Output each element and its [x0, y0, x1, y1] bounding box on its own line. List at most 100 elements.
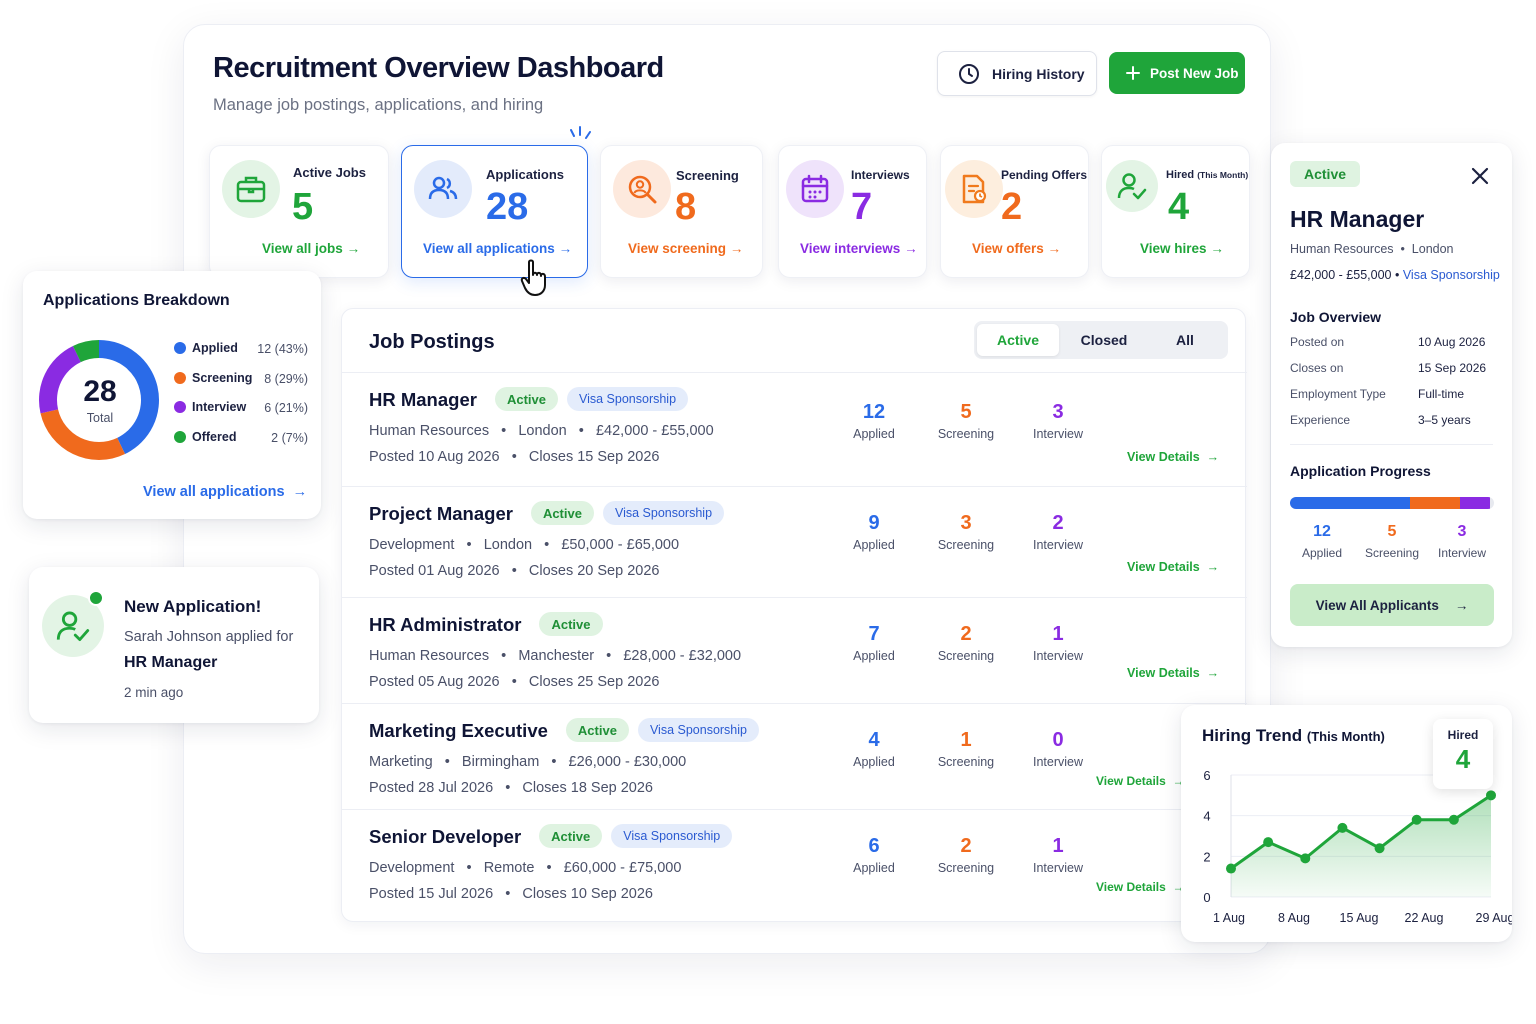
field-label: Employment Type [1290, 387, 1386, 401]
stat-card-applications[interactable]: Applications 28 View all applications → [401, 126, 591, 296]
hand-pointer-icon [520, 259, 546, 296]
job-title[interactable]: HR Manager [369, 389, 477, 410]
tab-closed[interactable]: Closed [1080, 332, 1128, 348]
job-title[interactable]: HR Administrator [369, 614, 522, 635]
view-hires-link[interactable]: View hires → [1140, 241, 1224, 256]
view-details-link[interactable]: View Details → [1127, 666, 1220, 680]
trend-point [1486, 790, 1496, 801]
stat-card-hired[interactable]: Hired (This Month) 4 View hires → [1101, 145, 1250, 278]
breakdown-donut [39, 340, 160, 460]
user-check-icon [1106, 160, 1158, 212]
screening-count: 2 Screening [921, 623, 1011, 663]
arrow-right-icon: → [1199, 450, 1220, 464]
post-new-job-button[interactable]: Post New Job [1109, 52, 1245, 94]
interview-count: 2 Interview [1013, 512, 1103, 552]
search-user-icon [613, 160, 671, 218]
hiring-trend-card: Hiring Trend (This Month) 0 2 4 6 1 Aug 8 Aug… [1181, 705, 1512, 942]
detail-title: HR Manager [1290, 206, 1425, 232]
status-badge: Active [539, 612, 603, 636]
job-row[interactable]: Marketing Executive Active Visa Sponsorshi… [342, 703, 1247, 809]
view-all-applications-link[interactable]: View all applications → [423, 241, 573, 256]
new-application-notification[interactable]: New Application! Sarah Johnson applied f… [29, 567, 319, 723]
job-row[interactable]: Senior Developer Active Visa Sponsorship De… [342, 809, 1247, 923]
view-all-applications-link[interactable]: View all applications → [143, 484, 308, 500]
document-icon [945, 160, 1003, 218]
interview-count-value: 3 [1052, 401, 1064, 423]
visa-badge: Visa Sponsorship [602, 501, 725, 525]
tab-active[interactable]: Active [977, 324, 1059, 356]
view-details-link[interactable]: View Details → [1096, 774, 1185, 788]
notification-title: New Application! [124, 597, 262, 616]
job-title[interactable]: Project Manager [369, 503, 513, 524]
stat-label: Applications [486, 167, 565, 182]
page-subtitle: Manage job postings, applications, and h… [213, 96, 544, 114]
job-dates: Posted 28 Jul 2026 • Closes 18 Sep 2026 [369, 780, 653, 796]
online-dot [88, 590, 104, 606]
arrow-right-icon: → [292, 484, 308, 500]
view-all-applicants-button[interactable]: View All Applicants → [1290, 584, 1494, 626]
stat-value: 4 [1168, 186, 1190, 228]
interview-count: 3 Interview [1013, 401, 1103, 441]
view-all-jobs-link[interactable]: View all jobs → [262, 241, 361, 256]
interview-count-label: Interview [1032, 861, 1084, 875]
interview-count-value: 0 [1052, 729, 1064, 751]
screening-count-label: Screening [937, 755, 995, 769]
close-icon[interactable] [1471, 167, 1489, 185]
stat-card-pending-offers[interactable]: Pending Offers 2 View offers → [940, 145, 1089, 278]
visa-badge: Visa Sponsorship [637, 718, 759, 742]
field-value: Full-time [1418, 387, 1465, 401]
screening-count-value: 5 [960, 401, 972, 423]
status-badge: Active [530, 501, 594, 525]
status-badge: Active [539, 824, 603, 848]
notification-time: 2 min ago [124, 685, 184, 700]
stat-card-screening[interactable]: Screening 8 View screening → [600, 145, 763, 278]
interview-count-label: Interview [1032, 538, 1084, 552]
arrow-right-icon: → [904, 241, 918, 256]
screening-count: 1 Screening [921, 729, 1011, 769]
arrow-right-icon: → [1210, 241, 1224, 256]
y-tick-label: 2 [1203, 849, 1210, 864]
view-screening-link[interactable]: View screening → [628, 241, 744, 256]
stat-label: Interviews [851, 168, 910, 182]
legend-label: Interview [192, 400, 247, 414]
screening-count: 3 Screening [921, 512, 1011, 552]
legend-label: Screening [192, 370, 253, 385]
job-row[interactable]: HR Manager Active Visa Sponsorship Human Re… [342, 372, 1247, 486]
applications-breakdown-card: Applications Breakdown 28 Total Applied 1… [23, 271, 321, 519]
view-interviews-link[interactable]: View interviews → [800, 241, 918, 256]
stat-value: 2 [1001, 186, 1023, 228]
tab-all[interactable]: All [1176, 332, 1194, 348]
screening-count-value: 2 [960, 835, 972, 857]
applied-count: 9 Applied [829, 512, 919, 552]
view-details-link[interactable]: View Details → [1127, 450, 1220, 464]
job-overview-title: Job Overview [1290, 309, 1382, 325]
progress-count: 3 Interview [1430, 523, 1494, 560]
field-label: Posted on [1290, 335, 1345, 349]
applied-count-label: Applied [853, 427, 895, 441]
stat-card-interviews[interactable]: Interviews 7 View interviews → [778, 145, 927, 278]
hiring-history-button[interactable]: Hiring History [937, 51, 1097, 96]
donut-slice [72, 340, 99, 363]
job-meta: Development • London • £50,000 - £65,000 [369, 537, 680, 553]
job-row[interactable]: HR Administrator Active Human Resources • … [342, 597, 1247, 703]
view-details-link[interactable]: View Details → [1127, 560, 1220, 574]
applied-count-label: Applied [853, 755, 895, 769]
progress-segment [1460, 497, 1490, 509]
job-title[interactable]: Marketing Executive [369, 720, 548, 741]
post-new-job-label: Post New Job [1150, 65, 1239, 81]
screening-count-label: Screening [937, 861, 995, 875]
trend-point [1337, 822, 1348, 833]
x-tick-label: 15 Aug [1340, 911, 1379, 925]
x-tick-label: 29 Aug [1476, 911, 1512, 925]
x-tick-label: 1 Aug [1213, 911, 1245, 925]
view-offers-link[interactable]: View offers → [972, 241, 1062, 256]
trend-point [1226, 863, 1236, 874]
arrow-right-icon: → [558, 241, 573, 256]
stat-card-active-jobs[interactable]: Active Jobs 5 View all jobs → [209, 145, 389, 278]
job-title[interactable]: Senior Developer [369, 826, 522, 847]
view-details-link[interactable]: View Details → [1096, 880, 1185, 894]
legend-value: 6 (21%) [264, 401, 308, 415]
interview-count-label: Interview [1032, 649, 1084, 663]
legend-label: Offered [192, 429, 237, 444]
job-row[interactable]: Project Manager Active Visa Sponsorship Dev… [342, 486, 1247, 597]
